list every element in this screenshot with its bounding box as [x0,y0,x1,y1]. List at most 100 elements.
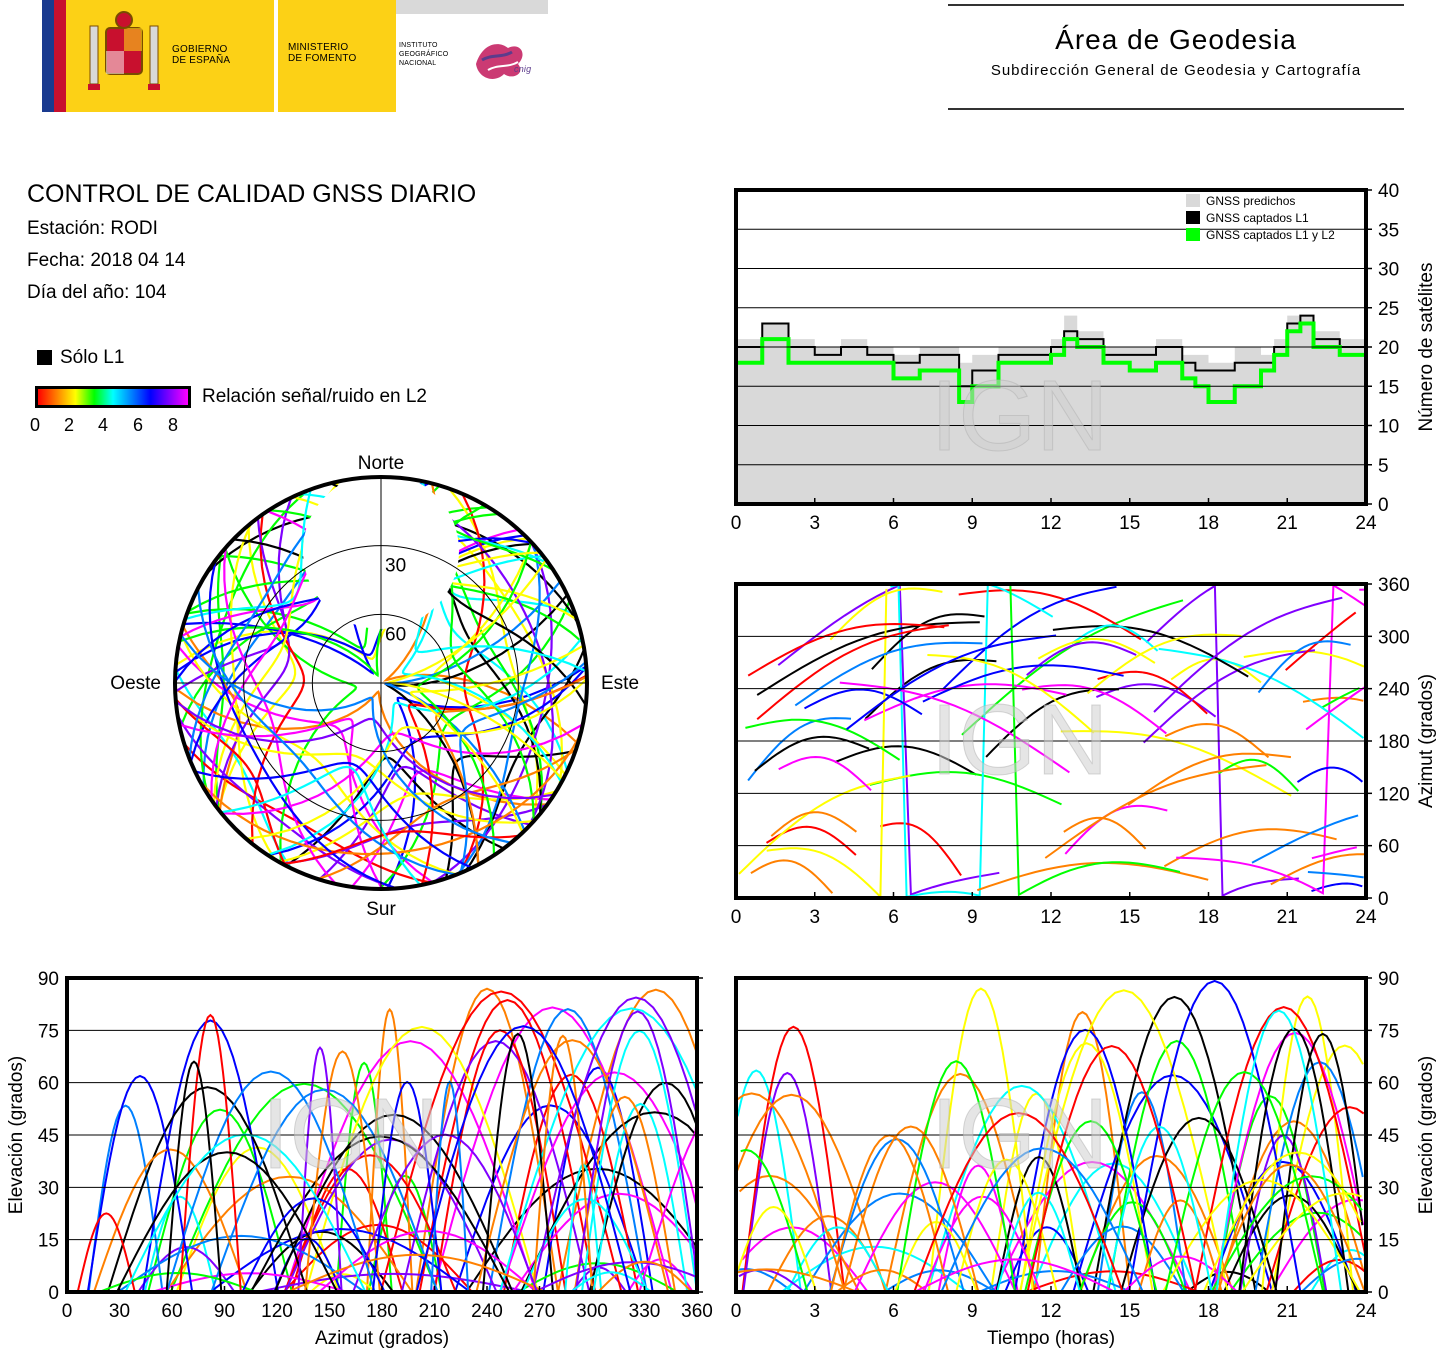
banner-top-rule [948,4,1404,6]
satellite-track [297,1046,343,1293]
satellite-track [845,634,1057,731]
y-tick-label: 75 [1378,1021,1399,1042]
satellite-track [853,1181,1017,1293]
x-tick-label: 24 [1355,513,1377,534]
satellite-track [1019,1042,1154,1293]
doy-label: Día del año: 104 [27,282,167,303]
satellite-track [836,1268,929,1293]
x-tick-label: 12 [1040,907,1061,928]
satellite-track [880,822,962,876]
snr-tick: 6 [133,415,144,435]
y-tick-label: 10 [1378,417,1399,438]
east-label: Este [601,673,639,694]
satellite-track [197,587,457,876]
elevation-time-plot: 0 15 30 45 60 75 90 0 3 6 9 12 15 18 21 24 IGN Tiempo (ho… [731,969,1437,1349]
west-label: Oeste [110,673,161,694]
satellite-track [958,589,1142,641]
satellite-track [570,1271,652,1293]
skyplot-chart: 30 60 Norte Sur Oeste Este [110,453,639,920]
satellite-track [1145,584,1299,898]
satellite-track [1251,814,1359,864]
satellite-track [1070,624,1159,652]
satellite-track [1257,640,1351,694]
satellite-track [223,547,337,885]
satellite-track [415,1025,632,1293]
report-title: CONTROL DE CALIDAD GNSS DIARIO [27,180,477,208]
x-tick-label: 24 [1355,1301,1377,1322]
satellite-track [1037,638,1156,664]
satellite-track [1162,1178,1361,1293]
satellite-track [1305,686,1366,731]
y-tick-label: 45 [1378,1126,1399,1147]
skyplot-plot: 30 60 Norte Sur Oeste Este [110,453,639,920]
ign-watermark: IGN [931,684,1109,796]
satellite-track [178,717,383,890]
satellite-track [221,723,584,816]
y-tick-label: 35 [1378,220,1399,241]
ring-label: 30 [385,556,406,577]
satellite-track [804,688,923,716]
satellite-track [1059,1225,1185,1293]
satellite-track [1127,979,1302,1293]
satellite-track [1186,1270,1270,1293]
satellite-track [1060,730,1292,797]
satellite-track [1285,611,1357,671]
x-tick-label: 300 [576,1301,608,1322]
satellite-track [318,1229,538,1293]
x-tick-label: 9 [967,1301,978,1322]
snr-tick: 2 [64,415,75,435]
x-tick-label: 18 [1198,1301,1219,1322]
satellite-track [1021,684,1167,735]
satellite-track [87,1104,164,1293]
legend-label: GNSS captados L1 y L2 [1206,228,1335,242]
satellite-track [990,1092,1083,1293]
snr-tick: 0 [30,415,41,435]
x-tick-label: 9 [967,907,978,928]
cnig-logo-icon [476,44,523,79]
satellite-track [304,1050,381,1293]
ministerio-text: MINISTERIO DE FOMENTO [288,42,357,64]
azimuth-time-plot: 0 60 120 180 240 300 360 0 3 6 9 12 15 18 21 24 IGN Azimu… [731,575,1437,928]
satellite-track [169,1082,439,1293]
x-tick-label: 210 [419,1301,451,1322]
satellite-track [1026,641,1137,676]
x-tick-label: 30 [109,1301,130,1322]
y-tick-label: 60 [1378,837,1399,858]
x-tick-label: 6 [888,1301,899,1322]
satellite-track [287,1253,546,1293]
x-tick-label: 90 [214,1301,235,1322]
satellite-track [499,1071,698,1293]
satellite-track [770,811,857,837]
snr-color-bar [35,386,191,408]
satellite-track [778,755,872,792]
satellite-track [597,1260,693,1293]
satellite-track [475,1039,670,1293]
satellite-track [241,1197,386,1293]
satellite-track [1311,846,1358,860]
satellite-track [1164,722,1270,759]
satellite-track [220,765,422,886]
satellite-track [175,700,555,800]
x-tick-label: 0 [731,1301,742,1322]
satellite-track [93,1148,248,1293]
satellite-track [1241,1192,1362,1293]
satellite-track [1052,625,1249,678]
x-axis-label: Azimut (grados) [315,1328,449,1349]
satellite-track [1307,871,1364,879]
satellite-track [151,1272,348,1293]
satellite-track [250,1135,511,1293]
satellite-track [1105,1125,1213,1293]
plot-border [734,188,1368,506]
satellite-track [278,790,557,864]
y-tick-label: 60 [1378,1074,1399,1095]
flag-yellow-stripe [66,0,78,112]
satellite-track [454,1104,647,1293]
x-tick-label: 18 [1198,513,1219,534]
legend-label: GNSS captados L1 [1206,211,1309,225]
satellite-track [737,1205,818,1293]
x-tick-label: 0 [62,1301,73,1322]
y-tick-label: 0 [48,1283,59,1304]
y-tick-label: 90 [1378,969,1399,990]
x-tick-label: 3 [809,1301,820,1322]
coat-of-arms-icon [88,11,160,90]
